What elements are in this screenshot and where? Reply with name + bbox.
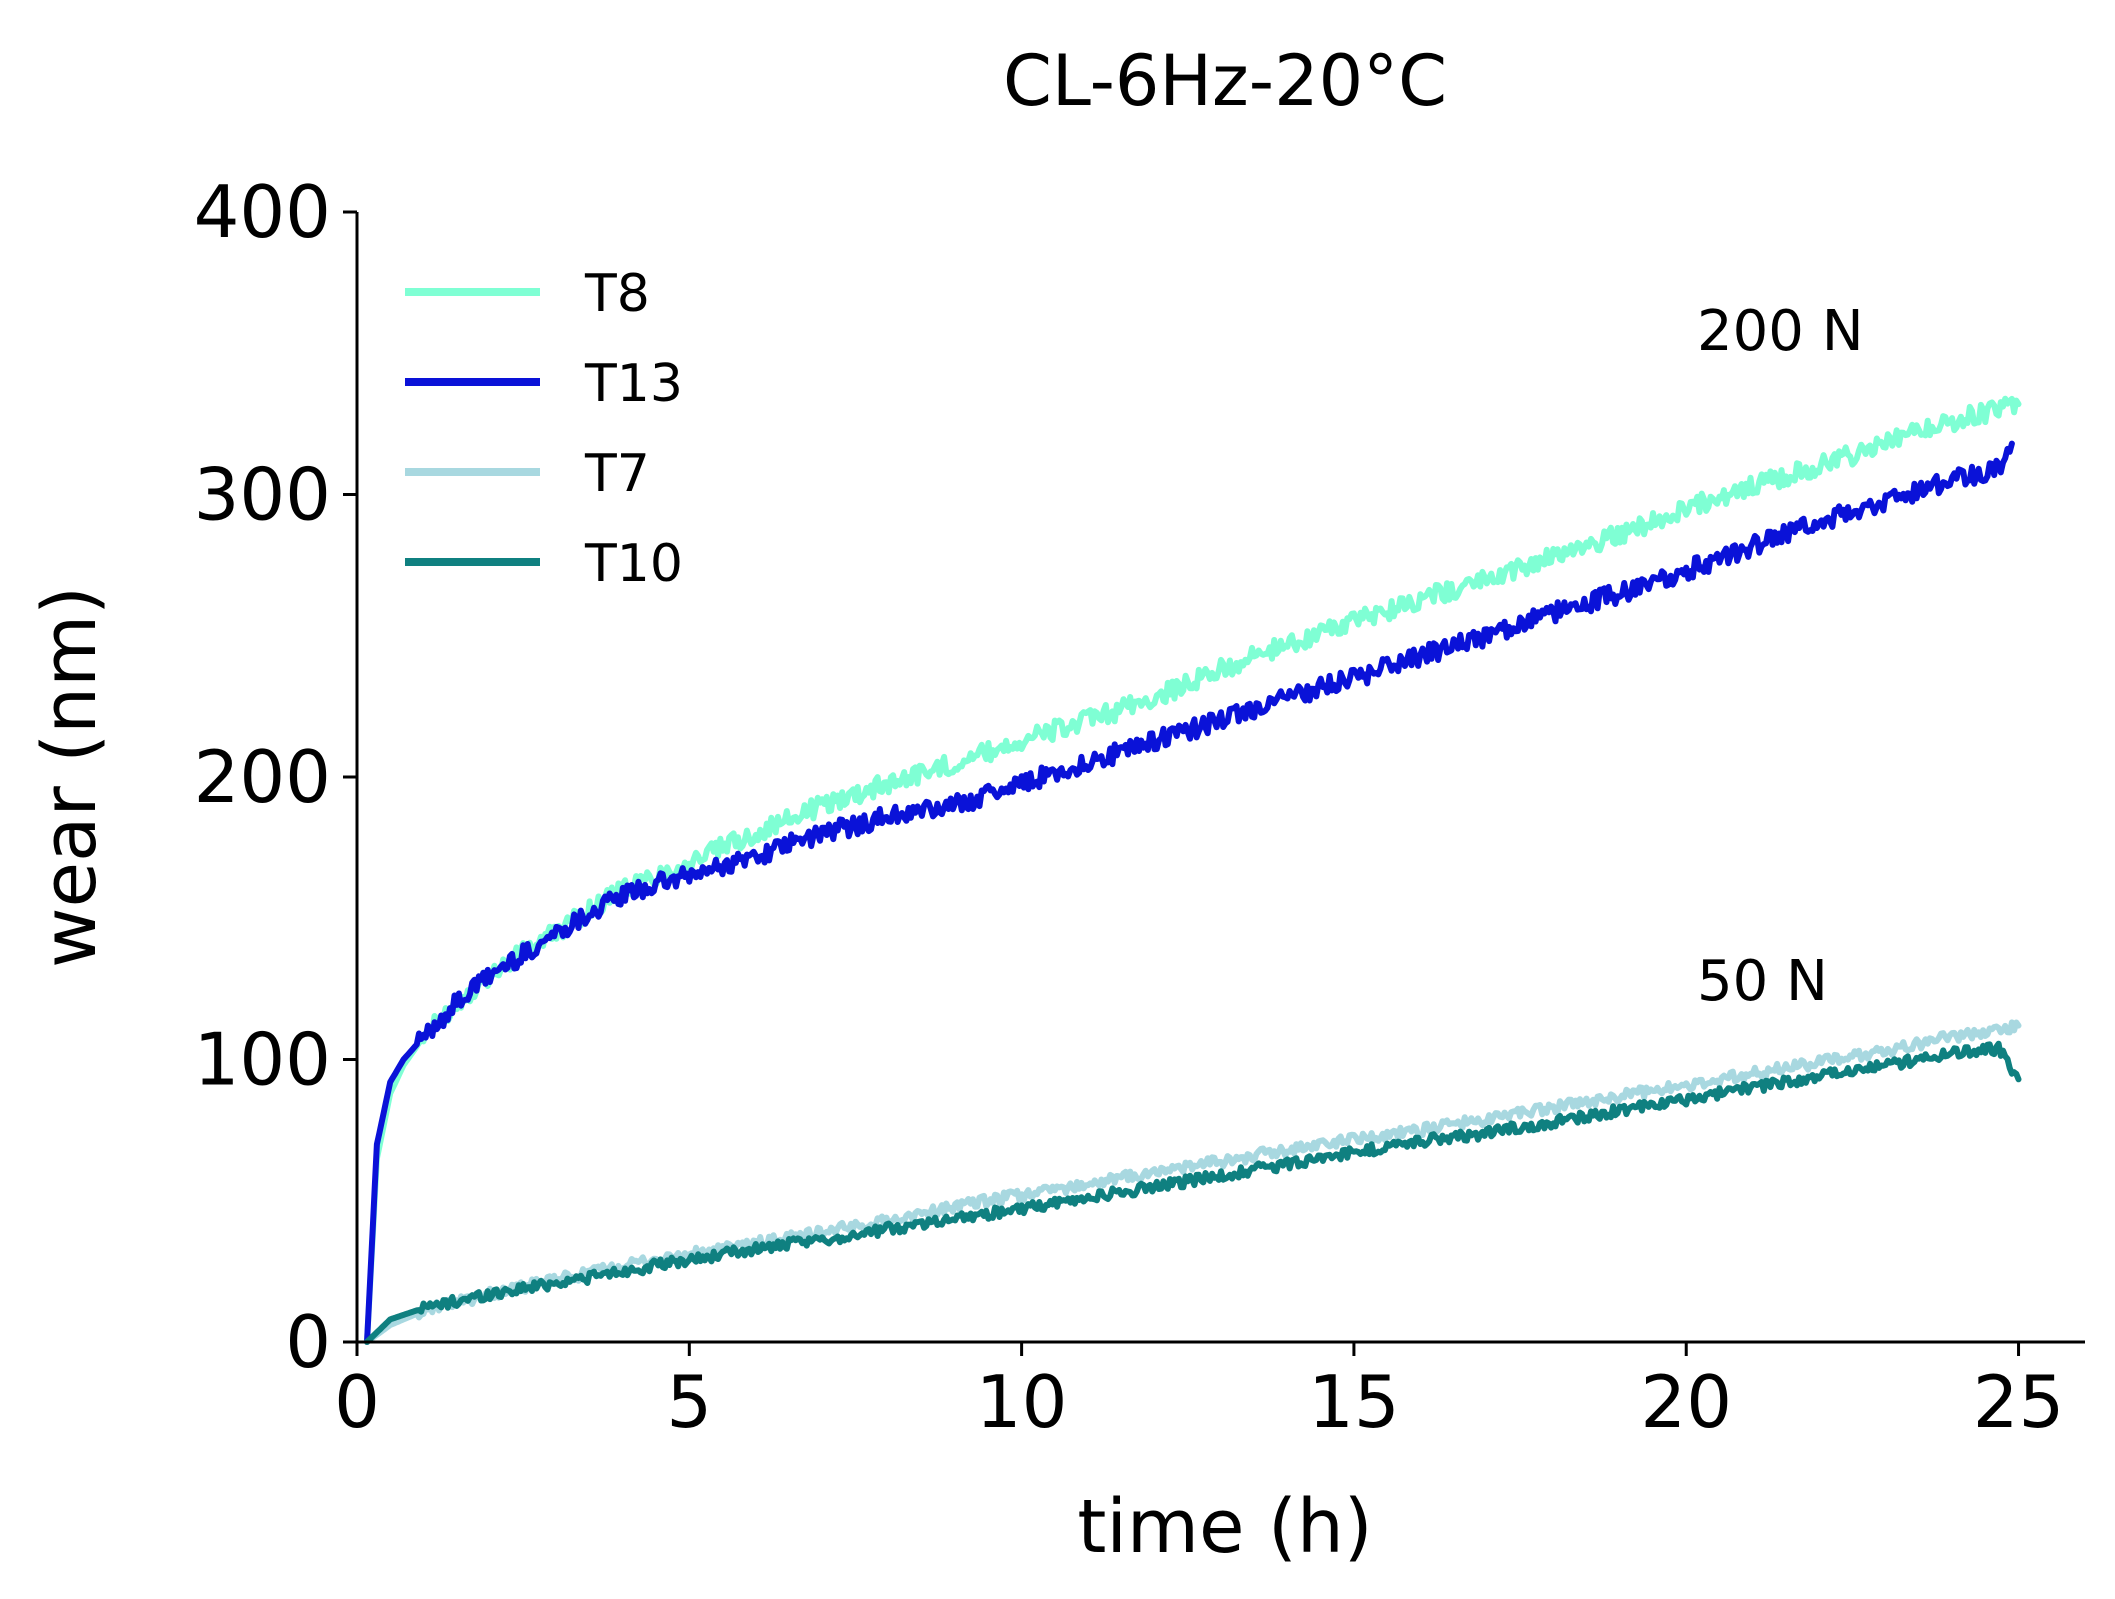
y-tick-label: 100 (194, 1018, 331, 1102)
plot-lines (364, 395, 2022, 1345)
y-axis-label: wear (nm) (27, 586, 113, 968)
y-tick-label: 300 (194, 453, 331, 537)
legend-label-t10: T10 (584, 534, 683, 594)
series-line-t7 (364, 1019, 2022, 1345)
x-tick-label: 25 (1973, 1360, 2065, 1444)
x-tick-label: 20 (1640, 1360, 1732, 1444)
series-line-t10 (364, 1040, 2022, 1345)
legend: T8 T13 T7 T10 (405, 264, 683, 594)
x-ticks: 0 5 10 15 20 25 (334, 1342, 2064, 1444)
legend-label-t7: T7 (584, 444, 650, 504)
series-line-t8 (364, 395, 2022, 1345)
x-tick-label: 15 (1308, 1360, 1400, 1444)
y-tick-label: 400 (194, 170, 331, 254)
chart-title: CL-6Hz-20°C (1003, 40, 1447, 122)
y-tick-label: 200 (194, 735, 331, 819)
x-tick-label: 5 (666, 1360, 712, 1444)
x-tick-label: 0 (334, 1360, 380, 1444)
legend-label-t8: T8 (584, 264, 650, 324)
x-axis-label: time (h) (1077, 1484, 1372, 1570)
x-tick-label: 10 (976, 1360, 1068, 1444)
legend-label-t13: T13 (584, 354, 683, 414)
annotation-200n: 200 N (1697, 299, 1864, 364)
series-line-t13 (364, 440, 2015, 1345)
annotation-50n: 50 N (1697, 949, 1828, 1014)
y-tick-label: 0 (285, 1300, 331, 1384)
y-ticks: 0 100 200 300 400 (194, 170, 357, 1384)
